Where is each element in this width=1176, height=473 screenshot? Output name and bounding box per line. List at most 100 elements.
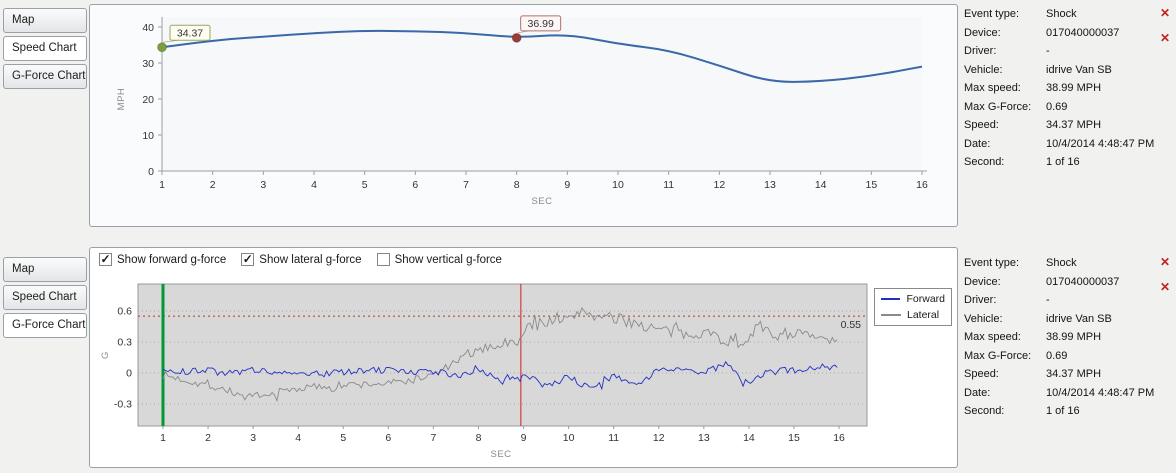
close-icon[interactable]: ✕ [1159,6,1170,20]
info-label: Vehicle: [964,63,1003,76]
tab-map[interactable]: Map [3,8,87,33]
svg-text:12: 12 [713,179,725,191]
tab-map[interactable]: Map [3,257,87,282]
info-label: Device: [964,26,1001,39]
svg-text:10: 10 [612,179,624,191]
svg-text:14: 14 [743,432,755,444]
svg-text:SEC: SEC [531,196,552,207]
info-label: Second: [964,156,1005,168]
checkbox-checked-icon[interactable]: ✓ [99,252,112,266]
info-label: Max speed: [964,331,1021,343]
annotation-box [169,24,211,41]
legend-line-icon [881,314,901,316]
info-row: Date: 10/4/2014 4:48:47 PM [964,138,1164,157]
svg-text:8: 8 [476,432,482,444]
svg-text:2: 2 [210,179,216,191]
info-value: idrive Van SB [1046,63,1112,76]
svg-text:SEC: SEC [491,449,512,460]
info-label: Speed: [964,368,999,380]
info-value: Shock [1046,257,1077,269]
info-row: Date: 10/4/2014 4:48:47 PM [964,387,1164,406]
info-value: 017040000037 [1046,26,1120,39]
svg-text:9: 9 [564,179,570,191]
legend-line-icon [881,298,901,300]
series-line-lateral [162,306,838,403]
tab-g-force-chart[interactable]: G-Force Chart [3,64,87,89]
info-row: Vehicle: idrive Van SB [964,313,1164,332]
checkbox-checked-icon[interactable]: ✓ [241,252,255,266]
info-label: Max G-Force: [964,349,1032,362]
svg-text:16: 16 [916,179,928,191]
checkbox-show-vertical-g-force[interactable]: Show vertical g-force [376,253,502,266]
info-value: 34.37 MPH [1046,368,1102,380]
threshold-label: 0.55 [841,319,862,331]
tab-speed-chart[interactable]: Speed Chart [3,36,87,61]
annotation-label: 36.99 [528,18,554,30]
info-row: Max G-Force: 0.69 [964,101,1164,120]
tab-g-force-chart[interactable]: G-Force Chart [3,313,87,338]
info-label: Second: [964,405,1005,417]
plot-area [137,283,868,427]
close-icon[interactable]: ✕ [1159,255,1170,269]
checkbox-show-forward-g-force[interactable]: ✓ Show forward g-force [99,253,226,266]
checkbox-unchecked-icon[interactable] [376,253,390,266]
svg-text:6: 6 [385,432,391,444]
svg-text:1: 1 [159,179,165,191]
svg-text:4: 4 [295,432,301,444]
svg-text:MPH: MPH [116,88,127,111]
svg-text:5: 5 [340,432,346,444]
info-value: - [1046,294,1050,306]
svg-text:11: 11 [608,432,619,444]
svg-text:6: 6 [412,179,418,191]
annotation-box [520,15,562,32]
info-value: 34.37 MPH [1046,119,1102,131]
svg-text:2: 2 [205,432,211,444]
legend-label: Forward [906,293,945,305]
svg-text:9: 9 [521,432,527,444]
gforce-checkbox-row: ✓ Show forward g-force ✓ Show lateral g-for… [99,253,502,266]
info-row: Speed: 34.37 MPH [964,119,1164,138]
speed-chart-box: 0 10 20 30 40 1 2 3 4 5 6 7 8 9 10 11 12 13 14 15 16 MPH SEC 34… [89,4,958,227]
checkbox-show-lateral-g-force[interactable]: ✓ Show lateral g-force [241,252,362,266]
info-row: Event type: Shock [964,8,1164,27]
info-label: Event type: [964,8,1020,20]
svg-text:16: 16 [833,432,845,444]
svg-text:11: 11 [663,179,674,191]
svg-text:1: 1 [160,432,166,444]
svg-text:13: 13 [764,179,776,191]
svg-text:0.6: 0.6 [117,306,132,318]
info-label: Max G-Force: [964,100,1032,113]
marker-dot [511,32,522,43]
info-value: - [1046,45,1050,57]
info-row: Driver: - [964,294,1164,313]
info-row: Max G-Force: 0.69 [964,350,1164,369]
info-value: 0.69 [1046,349,1068,362]
svg-text:30: 30 [142,58,154,70]
svg-text:G: G [100,351,111,359]
marker-dot [157,42,167,53]
close-icon[interactable]: ✕ [1159,31,1170,45]
checkbox-label: Show forward g-force [117,253,227,266]
info-row: Speed: 34.37 MPH [964,368,1164,387]
info-label: Speed: [964,119,999,131]
svg-text:40: 40 [142,22,154,34]
info-value: idrive Van SB [1046,312,1112,325]
svg-text:3: 3 [250,432,256,444]
info-value: Shock [1046,8,1077,20]
checkbox-label: Show vertical g-force [394,253,502,266]
close-buttons: ✕ ✕ [1160,256,1170,293]
info-row: Device: 017040000037 [964,276,1164,295]
info-label: Max speed: [964,82,1021,94]
gforce-chart-svg: -0.300.30.61 2 3 4 5 6 7 8 9 10 11 12 13 14 15 16GSEC0.… [100,283,868,460]
svg-text:14: 14 [815,179,827,191]
info-label: Vehicle: [964,312,1003,325]
info-value: 017040000037 [1046,275,1120,288]
speed-chart-window: Map Speed Chart G-Force Chart 0 10 20 30 40 1 2 3… [0,0,1176,233]
tab-list: Map Speed Chart G-Force Chart [3,257,87,338]
svg-text:10: 10 [142,130,154,142]
gforce-chart-window: Map Speed Chart G-Force Chart ✓ Show forwar… [0,241,1176,473]
close-icon[interactable]: ✕ [1159,280,1170,294]
tab-speed-chart[interactable]: Speed Chart [3,285,87,310]
event-info-panel: Event type: Shock Device: 017040000037 Drive… [964,257,1164,424]
gforce-chart-box: ✓ Show forward g-force ✓ Show lateral g-for… [89,247,958,468]
